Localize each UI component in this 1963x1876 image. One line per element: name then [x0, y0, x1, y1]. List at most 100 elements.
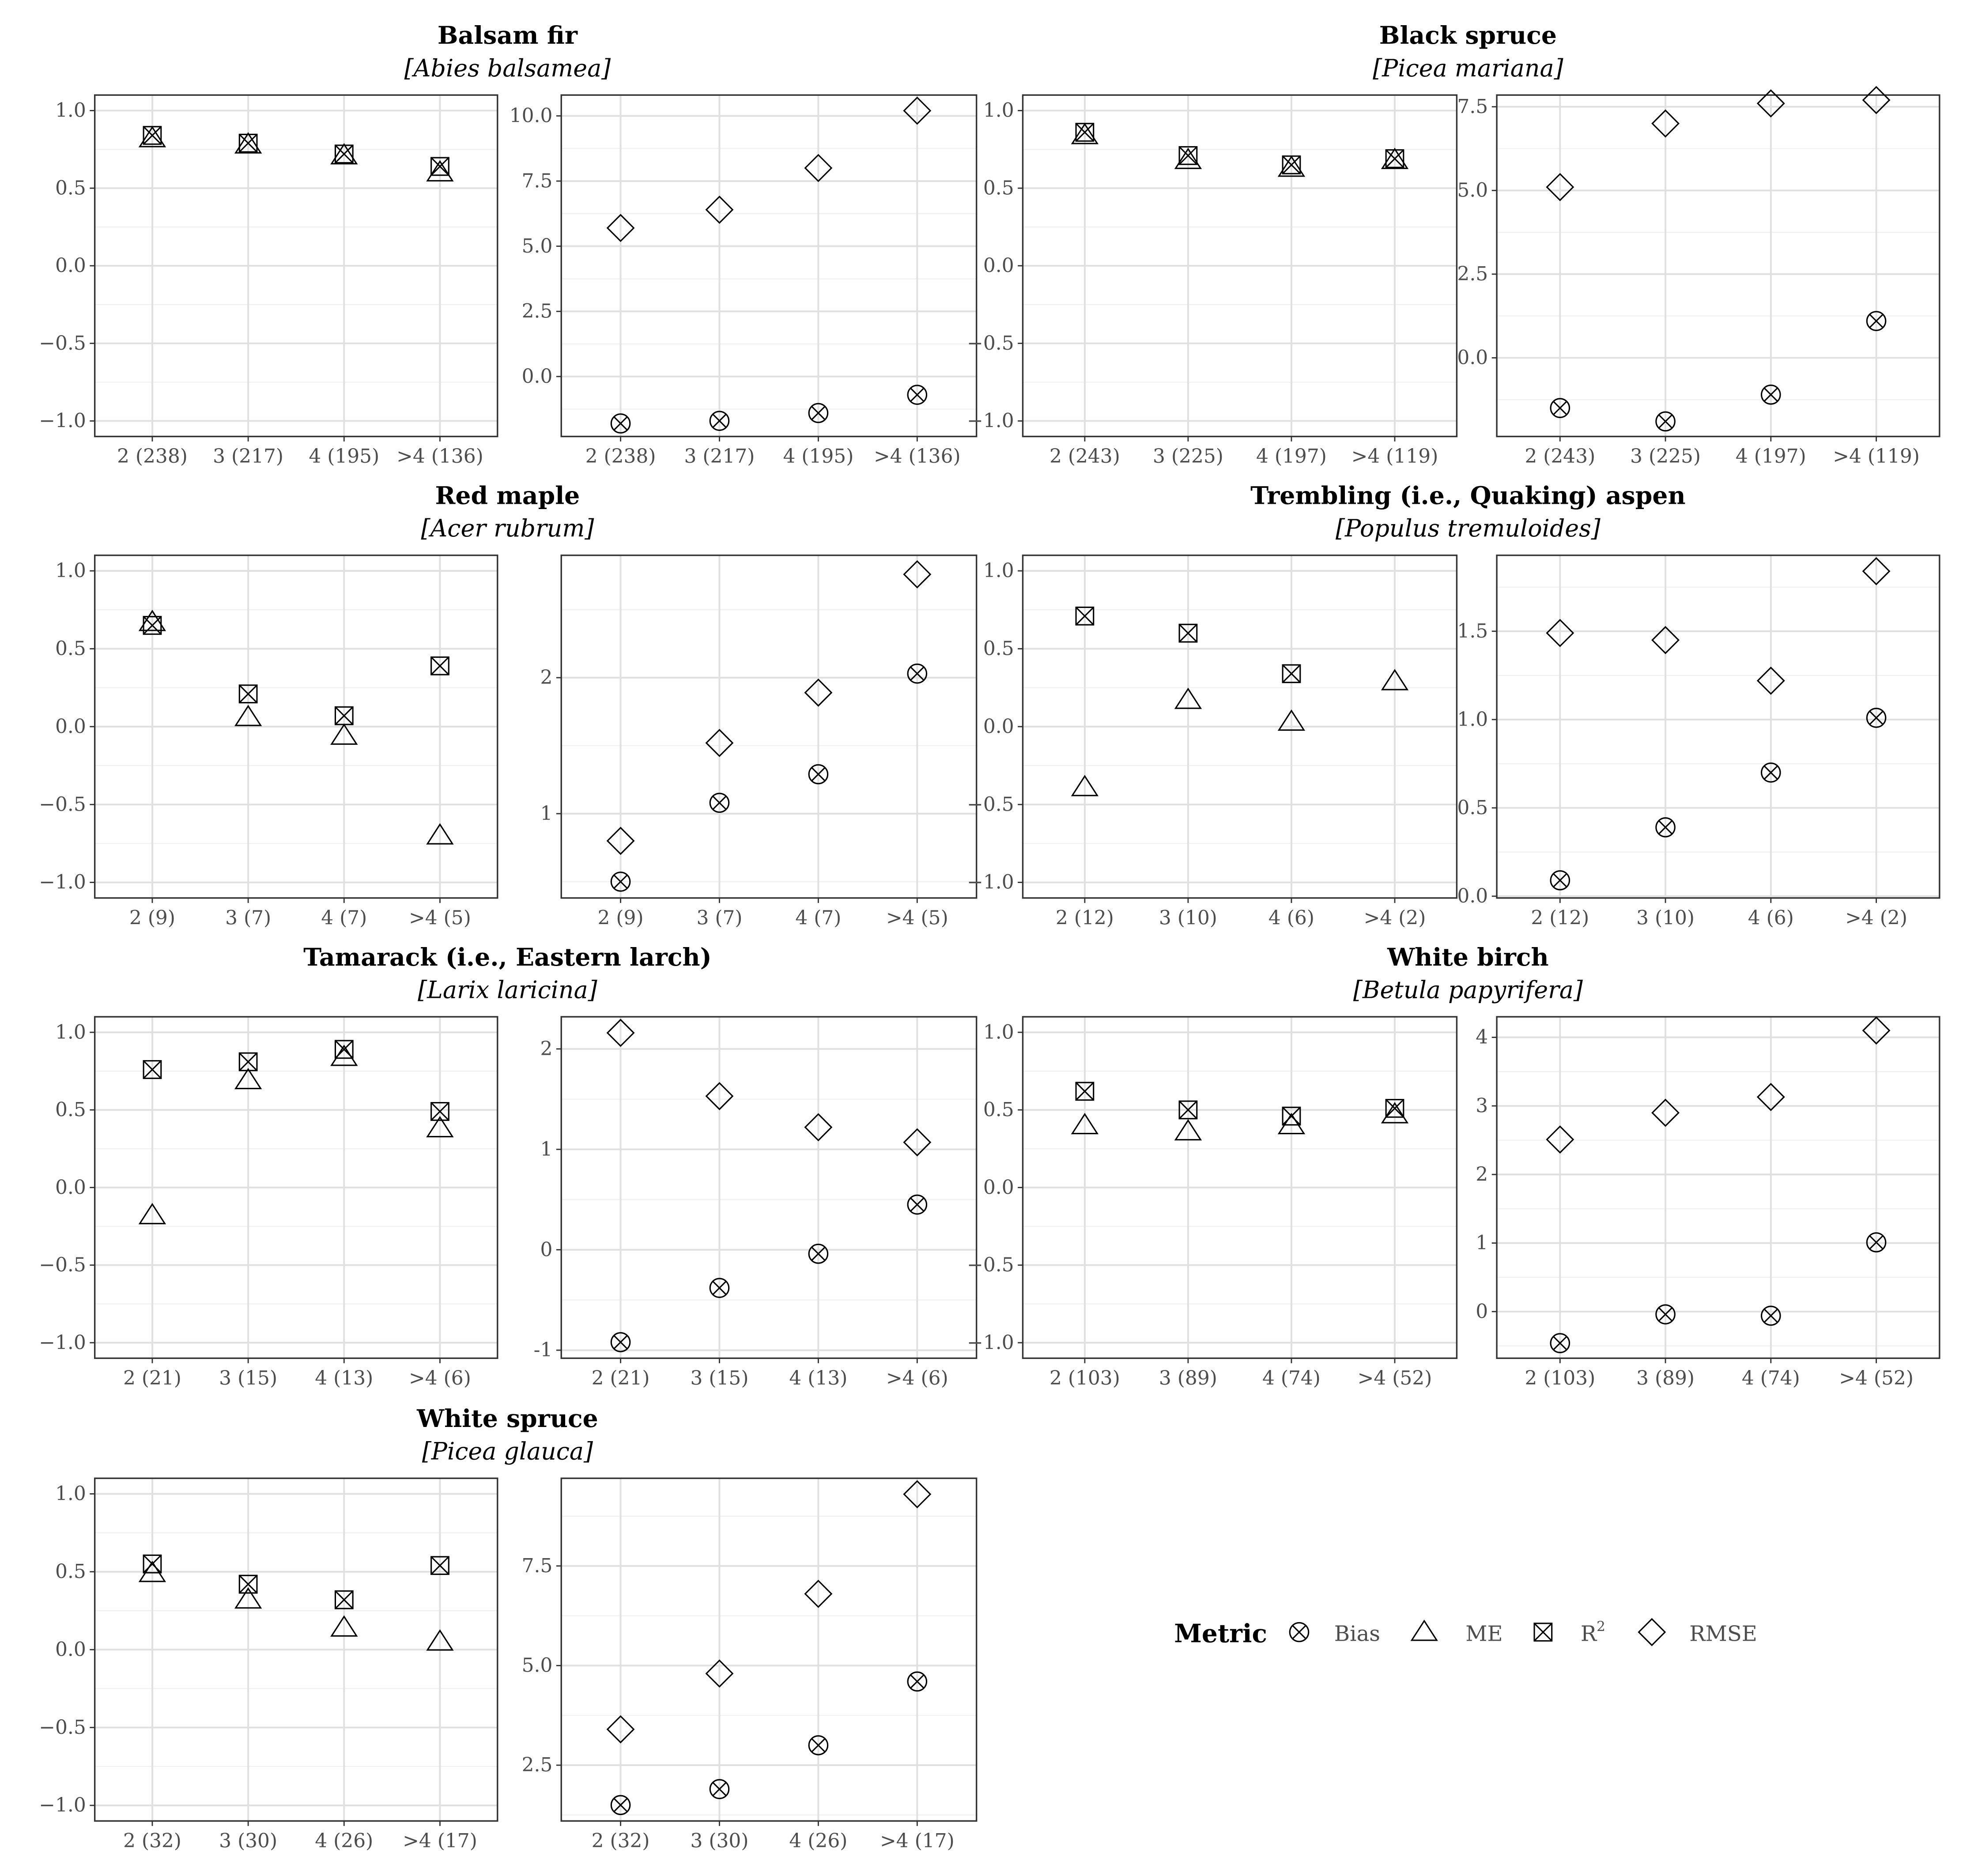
y-tick-label: 0.5	[983, 1098, 1014, 1121]
x-tick-label: 4 (26)	[789, 1830, 847, 1852]
panel-4-right: -10122 (21) 3 (15) 4 (13) >4 (6)	[534, 1017, 977, 1389]
x-tick-label: >4 (2)	[1845, 906, 1907, 929]
species-title: Black spruce	[1379, 21, 1557, 50]
y-tick-label: 0.5	[55, 1560, 86, 1583]
x-tick-label: 3 (30)	[690, 1830, 748, 1852]
panel-5-left: −1.0−0.50.00.51.02 (103) 3 (89) 4 (74) >4 (…	[967, 1017, 1457, 1389]
y-tick-label: 2.5	[522, 300, 553, 322]
species-title: White spruce	[416, 1404, 598, 1433]
y-tick-label: 0.0	[55, 254, 86, 277]
x-tick-label: 4 (7)	[795, 906, 841, 929]
y-tick-label: 0.0	[55, 1638, 86, 1661]
y-tick-label: 0.0	[1457, 347, 1488, 369]
species-subtitle: [Larix laricina]	[418, 976, 598, 1004]
legend-item-rmse: RMSE	[1639, 1619, 1757, 1646]
x-tick-label: 4 (6)	[1268, 906, 1314, 929]
x-tick-label: 4 (6)	[1748, 906, 1794, 929]
y-tick-label: 0.5	[55, 638, 86, 660]
y-tick-label: −0.5	[39, 1254, 86, 1276]
y-tick-label: 2.5	[1457, 263, 1488, 285]
plot-background	[561, 555, 976, 898]
y-tick-label: 0.5	[1457, 796, 1488, 819]
y-tick-label: −0.5	[39, 1716, 86, 1739]
y-tick-label: −1.0	[39, 871, 86, 894]
panel-2-left: −1.0−0.50.00.51.02 (9) 3 (7) 4 (7) >4 (5)	[39, 555, 498, 929]
panel-6-left: −1.0 −0.5 0.0 0.5 1.0 2 (32) 3 (30) 4 (26) >4 (1…	[39, 1478, 498, 1852]
legend-label: R2	[1581, 1619, 1605, 1646]
y-tick-label: 2	[1476, 1163, 1488, 1185]
plot-background	[561, 1017, 976, 1358]
x-tick-label: 4 (197)	[1256, 445, 1327, 468]
y-tick-label: 1.0	[983, 559, 1014, 582]
y-tick-label: 2.5	[522, 1754, 553, 1776]
y-tick-label: 0.0	[983, 715, 1014, 738]
y-tick-label: 0	[540, 1238, 552, 1261]
y-tick-label: 0.5	[55, 1098, 86, 1121]
y-tick-label: 0.5	[983, 638, 1014, 660]
species-subtitle: [Acer rubrum]	[421, 514, 594, 542]
species-title: Tamarack (i.e., Eastern larch)	[303, 943, 712, 972]
x-tick-label: 2 (103)	[1049, 1367, 1120, 1389]
y-tick-label: −0.5	[967, 332, 1014, 355]
x-tick-label: 2 (238)	[117, 445, 188, 468]
y-tick-label: 0.5	[983, 177, 1014, 199]
x-tick-label: 3 (7)	[696, 906, 742, 929]
y-tick-label: 7.5	[1457, 95, 1488, 118]
y-tick-label: 1.0	[55, 559, 86, 582]
y-tick-label: 0.0	[1457, 885, 1488, 907]
y-tick-label: 0.5	[55, 177, 86, 199]
plot-background	[561, 1478, 976, 1821]
y-tick-label: 1	[540, 1138, 552, 1160]
x-tick-label: >4 (52)	[1839, 1367, 1914, 1389]
x-tick-label: >4 (2)	[1364, 906, 1426, 929]
legend-label-superscript: 2	[1597, 1619, 1605, 1634]
species-chart-2: Red maple [Acer rubrum] −1.0 −0.5 0.0 0.5 1.0 2…	[39, 482, 976, 929]
y-tick-label: −1.0	[967, 1331, 1014, 1354]
x-tick-label: 3 (15)	[690, 1367, 748, 1389]
y-tick-label: 0	[1476, 1300, 1488, 1323]
x-tick-label: >4 (119)	[1351, 445, 1438, 468]
x-tick-label: >4 (119)	[1833, 445, 1920, 468]
y-tick-label: 1.0	[1457, 708, 1488, 731]
x-tick-label: 4 (7)	[321, 906, 367, 929]
x-tick-label: >4 (5)	[409, 906, 471, 929]
x-tick-label: 4 (26)	[315, 1830, 373, 1852]
x-tick-label: 3 (7)	[225, 906, 271, 929]
y-tick-label: 1.0	[983, 1021, 1014, 1043]
x-tick-label: 4 (13)	[789, 1367, 847, 1389]
panel-3-left: −1.0−0.50.00.51.02 (12) 3 (10) 4 (6) >4 (2)	[967, 555, 1457, 929]
y-tick-label: -1	[534, 1339, 553, 1361]
species-title: White birch	[1387, 943, 1548, 972]
legend-key-me	[1412, 1621, 1437, 1640]
species-chart-6: White spruce[Picea glauca]−1.0−0.50.00.5…	[39, 1404, 976, 1852]
y-tick-label: 3	[1476, 1095, 1488, 1117]
y-tick-label: 0.0	[55, 1176, 86, 1199]
y-tick-label: 5.0	[522, 235, 553, 257]
x-tick-label: 2 (243)	[1525, 445, 1595, 468]
x-tick-label: 2 (9)	[129, 906, 175, 929]
y-tick-label: −1.0	[39, 1331, 86, 1354]
x-tick-label: 2 (12)	[1056, 906, 1114, 929]
x-tick-label: >4 (6)	[886, 1367, 948, 1389]
x-tick-label: 4 (74)	[1742, 1367, 1800, 1389]
panel-1-left: −1.0−0.50.00.51.02 (243) 3 (225) 4 (197) >4…	[967, 95, 1457, 468]
species-subtitle: [Picea mariana]	[1373, 54, 1563, 82]
x-tick-label: 2 (238)	[585, 445, 656, 468]
y-tick-label: −0.5	[967, 1254, 1014, 1276]
species-title: Trembling (i.e., Quaking) aspen	[1250, 482, 1686, 510]
species-subtitle: [Betula papyrifera]	[1353, 976, 1583, 1004]
panel-6-right: 2.5 5.0 7.5 2 (32) 3 (30) 4 (26) >4 (17)	[522, 1478, 977, 1852]
species-title: Balsam fir	[438, 21, 578, 50]
legend-title: Metric	[1174, 1619, 1267, 1648]
species-chart-0: Balsam fir[Abies balsamea]−1.0−0.50.00.5…	[39, 21, 976, 468]
x-tick-label: 3 (217)	[213, 445, 283, 468]
legend-key-rmse	[1639, 1619, 1665, 1645]
panel-0-left: −1.0−0.50.00.51.02 (238) 3 (217) 4 (195) >4…	[39, 95, 498, 468]
y-tick-label: −1.0	[39, 410, 86, 432]
legend: Metric Bias ME R2 RMSE	[1174, 1619, 1757, 1648]
species-subtitle: [Populus tremuloides]	[1336, 514, 1601, 542]
x-tick-label: 2 (12)	[1531, 906, 1589, 929]
legend-item-me: ME	[1412, 1621, 1502, 1646]
y-tick-label: 7.5	[522, 170, 553, 192]
x-tick-label: 3 (10)	[1636, 906, 1695, 929]
